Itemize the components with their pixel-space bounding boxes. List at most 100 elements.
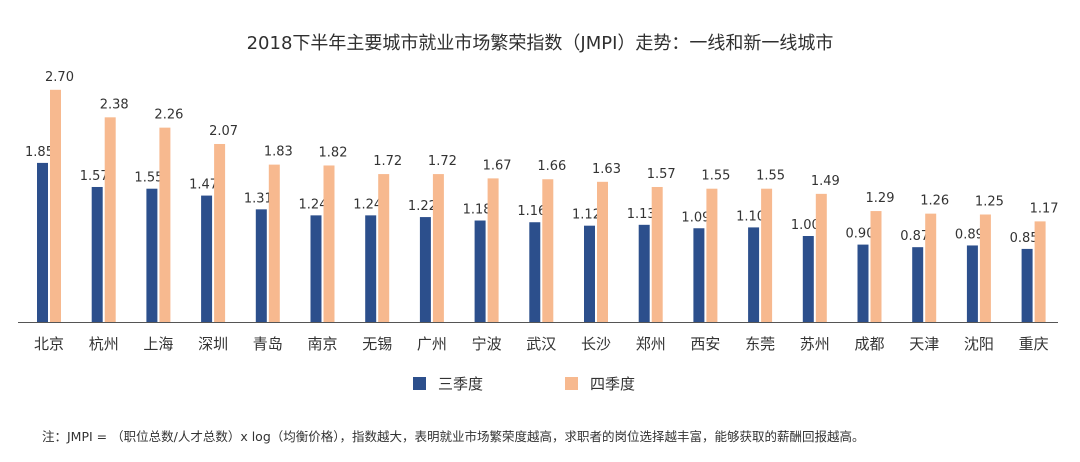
bar-q3 bbox=[912, 247, 924, 322]
x-tick-label: 东莞 bbox=[745, 335, 775, 353]
bar-q4 bbox=[214, 143, 226, 322]
data-label-q3: 0.87 bbox=[900, 229, 929, 244]
bar-q3 bbox=[638, 224, 650, 322]
bar-q4 bbox=[159, 127, 171, 322]
bar-q3 bbox=[857, 244, 869, 322]
bar-q4 bbox=[925, 213, 937, 322]
bar-q3 bbox=[146, 188, 158, 322]
bar-q4 bbox=[487, 178, 499, 322]
x-tick-label: 青岛 bbox=[253, 335, 283, 353]
bar-q4 bbox=[432, 174, 444, 322]
x-tick-label: 成都 bbox=[854, 335, 884, 353]
data-label-q4: 1.55 bbox=[701, 169, 730, 184]
bar-q3 bbox=[802, 236, 814, 322]
bar-q3 bbox=[1021, 248, 1033, 322]
data-label-q4: 1.82 bbox=[319, 145, 348, 160]
x-tick-label: 重庆 bbox=[1019, 335, 1049, 353]
bar-q4 bbox=[761, 188, 773, 322]
bar-q4 bbox=[597, 181, 608, 322]
data-label-q4: 1.57 bbox=[647, 167, 676, 182]
legend-label-q4: 四季度 bbox=[590, 375, 636, 393]
x-tick-label: 上海 bbox=[143, 335, 173, 353]
bar-q3 bbox=[529, 222, 541, 322]
data-label-q3: 1.12 bbox=[572, 208, 601, 223]
bar-q4 bbox=[870, 211, 882, 322]
bar-q4 bbox=[979, 214, 991, 322]
x-tick-label: 无锡 bbox=[362, 335, 392, 353]
data-label-q4: 1.49 bbox=[811, 174, 840, 189]
x-tick-label: 北京 bbox=[34, 335, 64, 353]
data-label-q4: 2.70 bbox=[45, 70, 74, 85]
data-label-q4: 1.55 bbox=[756, 169, 785, 184]
bar-q4 bbox=[50, 89, 61, 322]
bar-q4 bbox=[104, 117, 116, 322]
x-tick-label: 武汉 bbox=[526, 335, 556, 353]
data-label-q4: 2.38 bbox=[100, 97, 129, 112]
data-label-q4: 1.29 bbox=[866, 191, 895, 206]
data-label-q3: 1.31 bbox=[244, 191, 273, 206]
data-label-q3: 1.24 bbox=[353, 197, 382, 212]
bar-q3 bbox=[310, 215, 322, 322]
bar-q4 bbox=[651, 186, 663, 322]
data-label-q3: 1.18 bbox=[463, 203, 492, 218]
data-label-q3: 0.89 bbox=[955, 227, 984, 242]
x-tick-label: 沈阳 bbox=[964, 335, 994, 353]
data-label-q3: 1.16 bbox=[517, 204, 546, 219]
data-label-q4: 1.66 bbox=[537, 159, 566, 174]
legend-label-q3: 三季度 bbox=[438, 375, 484, 393]
bar-q4 bbox=[378, 174, 390, 322]
x-tick-label: 长沙 bbox=[581, 335, 611, 353]
data-label-q3: 0.90 bbox=[846, 227, 875, 242]
data-label-q4: 1.63 bbox=[592, 162, 621, 177]
data-label-q3: 1.09 bbox=[681, 210, 710, 225]
x-tick-label: 南京 bbox=[307, 335, 337, 353]
bar-q3 bbox=[693, 228, 705, 322]
chart-title: 2018下半年主要城市就业市场繁荣指数（JMPI）走势：一线和新一线城市 bbox=[246, 33, 834, 54]
legend-item-q3: 三季度 bbox=[413, 373, 483, 394]
data-label-q3: 1.22 bbox=[408, 199, 437, 214]
data-label-q3: 1.57 bbox=[80, 169, 109, 184]
data-label-q4: 1.25 bbox=[975, 195, 1004, 210]
footnote: 注：JMPI = （职位总数/人才总数）x log（均衡价格），指数越大，表明就… bbox=[42, 429, 865, 444]
x-tick-label: 深圳 bbox=[198, 335, 228, 353]
x-tick-label: 杭州 bbox=[89, 335, 119, 353]
data-label-q3: 1.47 bbox=[189, 178, 218, 193]
data-label-q4: 1.83 bbox=[264, 145, 293, 160]
data-label-q4: 1.72 bbox=[428, 154, 457, 169]
bar-q4 bbox=[1034, 221, 1046, 322]
bar-q3 bbox=[37, 162, 48, 322]
data-label-q3: 1.10 bbox=[736, 209, 765, 224]
bar-q3 bbox=[419, 217, 431, 322]
data-label-q3: 1.55 bbox=[134, 171, 163, 186]
bar-q3 bbox=[966, 245, 978, 322]
bar-q3 bbox=[365, 215, 377, 322]
data-label-q4: 1.72 bbox=[373, 154, 402, 169]
data-label-q4: 1.26 bbox=[920, 194, 949, 209]
bar-q3 bbox=[255, 209, 267, 322]
legend-item-q4: 四季度 bbox=[565, 373, 635, 394]
data-label-q4: 2.07 bbox=[209, 124, 238, 139]
bar-q4 bbox=[268, 164, 280, 322]
x-tick-label: 宁波 bbox=[472, 335, 502, 353]
data-label-q3: 1.24 bbox=[299, 197, 328, 212]
data-label-q3: 0.85 bbox=[1010, 231, 1039, 246]
data-label-q3: 1.00 bbox=[791, 218, 820, 233]
bar-q3 bbox=[474, 220, 486, 322]
bar-q4 bbox=[815, 193, 827, 322]
data-label-q4: 1.67 bbox=[483, 158, 512, 173]
legend-swatch-q4 bbox=[565, 377, 578, 390]
bar-q4 bbox=[706, 188, 718, 322]
bar-q4 bbox=[542, 179, 554, 322]
x-tick-label: 天津 bbox=[909, 335, 939, 353]
data-label-q3: 1.85 bbox=[25, 145, 54, 160]
data-label-q4: 2.26 bbox=[154, 108, 183, 123]
legend: 三季度 四季度 bbox=[0, 373, 1080, 395]
x-tick-label: 广州 bbox=[417, 335, 447, 353]
x-tick-label: 西安 bbox=[690, 335, 720, 353]
x-tick-label: 苏州 bbox=[800, 335, 830, 353]
bar-q3 bbox=[748, 227, 760, 322]
bar-q3 bbox=[201, 195, 213, 322]
bar-q4 bbox=[323, 165, 335, 322]
data-label-q3: 1.13 bbox=[627, 207, 656, 222]
